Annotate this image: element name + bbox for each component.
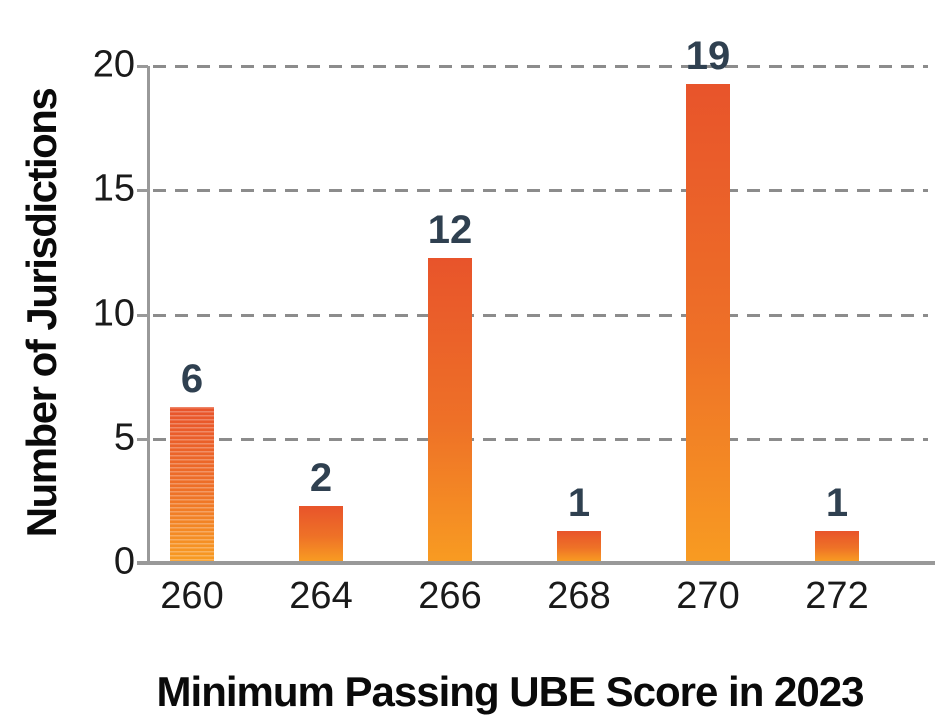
y-tick-mark-20 (137, 65, 148, 68)
x-axis-line (137, 561, 935, 565)
bar-value-label-268: 1 (567, 481, 591, 526)
gridline-y-20 (153, 65, 928, 68)
bar-260 (170, 406, 214, 561)
y-tick-label-0: 0 (113, 540, 135, 583)
y-tick-label-5: 5 (113, 416, 135, 459)
x-tick-label-266: 266 (418, 575, 482, 617)
bar-value-label-266: 12 (427, 207, 473, 252)
plot-area: 20 15 10 5 0 6 260 2 264 12 266 1 268 19 270 1 272 (93, 34, 935, 617)
y-tick-mark-10 (137, 313, 148, 317)
bar-270 (686, 83, 730, 561)
bar-value-label-264: 2 (309, 456, 333, 501)
gridline-y-15 (153, 189, 928, 193)
bar-value-label-270: 19 (685, 33, 731, 78)
bar-value-label-260: 6 (180, 356, 204, 401)
x-tick-label-268: 268 (547, 575, 611, 617)
y-axis-line (147, 66, 150, 563)
bar-value-label-272: 1 (825, 481, 849, 526)
y-tick-label-20: 20 (92, 43, 135, 86)
y-tick-label-15: 15 (92, 167, 135, 210)
x-tick-label-264: 264 (289, 575, 353, 617)
y-tick-label-10: 10 (92, 292, 135, 335)
bar-264 (299, 506, 343, 561)
y-tick-mark-15 (137, 189, 148, 193)
x-tick-label-270: 270 (676, 575, 740, 617)
y-tick-mark-5 (137, 437, 148, 441)
bar-268 (557, 531, 601, 561)
x-tick-label-272: 272 (805, 575, 869, 617)
y-axis-title: Number of Jurisdictions (18, 88, 65, 538)
gridline-y-10 (153, 313, 928, 317)
gridline-y-5 (153, 437, 928, 441)
x-tick-label-260: 260 (160, 575, 224, 617)
x-axis-title: Minimum Passing UBE Score in 2023 (156, 668, 865, 715)
bar-266 (428, 257, 472, 561)
bar-272 (815, 531, 859, 561)
